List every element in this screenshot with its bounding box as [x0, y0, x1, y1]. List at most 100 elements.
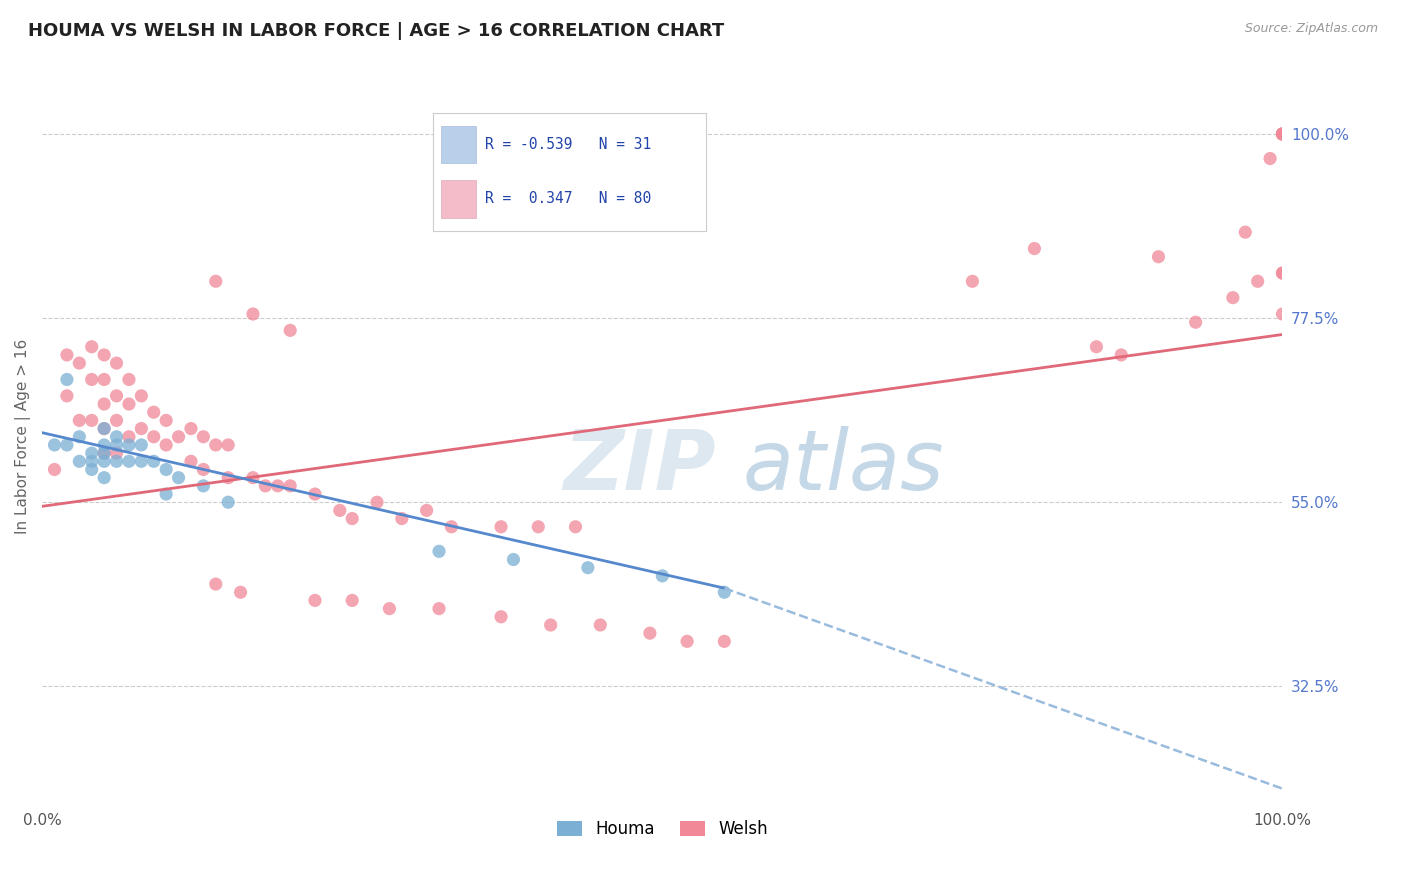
Point	[342, 511, 364, 525]
Point	[278, 479, 301, 493]
Point	[713, 634, 735, 648]
Point	[962, 274, 984, 288]
Point	[105, 446, 128, 460]
Point	[1271, 266, 1294, 280]
Point	[167, 471, 190, 485]
Point	[415, 503, 437, 517]
Point	[67, 454, 90, 468]
Point	[440, 520, 463, 534]
Point	[180, 421, 202, 435]
Point	[56, 438, 79, 452]
Point	[118, 397, 141, 411]
Point	[1147, 250, 1170, 264]
Point	[589, 618, 612, 632]
Point	[93, 348, 115, 362]
Point	[1109, 348, 1132, 362]
Point	[93, 446, 115, 460]
Point	[80, 462, 103, 476]
Point	[80, 340, 103, 354]
Point	[105, 430, 128, 444]
Point	[93, 454, 115, 468]
Point	[131, 438, 153, 452]
Point	[80, 446, 103, 460]
Point	[93, 421, 115, 435]
Point	[427, 601, 450, 615]
Point	[1222, 291, 1244, 305]
Y-axis label: In Labor Force | Age > 16: In Labor Force | Age > 16	[15, 339, 31, 534]
Point	[67, 430, 90, 444]
Point	[118, 372, 141, 386]
Point	[278, 323, 301, 337]
Point	[527, 520, 550, 534]
Text: ZIP: ZIP	[562, 425, 716, 507]
Point	[204, 577, 226, 591]
Point	[118, 454, 141, 468]
Point	[105, 356, 128, 370]
Point	[180, 454, 202, 468]
Point	[131, 454, 153, 468]
Point	[80, 372, 103, 386]
Point	[676, 634, 699, 648]
Point	[118, 438, 141, 452]
Point	[217, 438, 239, 452]
Point	[378, 601, 401, 615]
Point	[118, 430, 141, 444]
Text: Source: ZipAtlas.com: Source: ZipAtlas.com	[1244, 22, 1378, 36]
Point	[1271, 127, 1294, 141]
Point	[1271, 307, 1294, 321]
Point	[304, 593, 326, 607]
Point	[267, 479, 290, 493]
Point	[131, 389, 153, 403]
Point	[427, 544, 450, 558]
Point	[1184, 315, 1206, 329]
Point	[204, 438, 226, 452]
Point	[304, 487, 326, 501]
Point	[651, 569, 673, 583]
Point	[254, 479, 277, 493]
Point	[329, 503, 352, 517]
Point	[193, 462, 215, 476]
Point	[93, 438, 115, 452]
Legend: Houma, Welsh: Houma, Welsh	[550, 814, 775, 845]
Point	[217, 471, 239, 485]
Point	[44, 462, 66, 476]
Point	[155, 462, 177, 476]
Point	[342, 593, 364, 607]
Point	[713, 585, 735, 599]
Point	[56, 389, 79, 403]
Point	[242, 471, 264, 485]
Point	[1271, 127, 1294, 141]
Point	[155, 438, 177, 452]
Point	[56, 348, 79, 362]
Point	[93, 471, 115, 485]
Point	[489, 609, 512, 624]
Point	[80, 413, 103, 427]
Point	[366, 495, 388, 509]
Point	[155, 487, 177, 501]
Point	[217, 495, 239, 509]
Text: HOUMA VS WELSH IN LABOR FORCE | AGE > 16 CORRELATION CHART: HOUMA VS WELSH IN LABOR FORCE | AGE > 16…	[28, 22, 724, 40]
Point	[1024, 242, 1046, 256]
Point	[193, 430, 215, 444]
Text: atlas: atlas	[742, 425, 945, 507]
Point	[93, 421, 115, 435]
Point	[564, 520, 586, 534]
Point	[502, 552, 524, 566]
Point	[105, 438, 128, 452]
Point	[1247, 274, 1270, 288]
Point	[131, 421, 153, 435]
Point	[1258, 152, 1281, 166]
Point	[105, 389, 128, 403]
Point	[155, 413, 177, 427]
Point	[1085, 340, 1108, 354]
Point	[142, 430, 165, 444]
Point	[1271, 127, 1294, 141]
Point	[80, 454, 103, 468]
Point	[93, 397, 115, 411]
Point	[44, 438, 66, 452]
Point	[93, 372, 115, 386]
Point	[489, 520, 512, 534]
Point	[242, 307, 264, 321]
Point	[576, 560, 599, 574]
Point	[167, 430, 190, 444]
